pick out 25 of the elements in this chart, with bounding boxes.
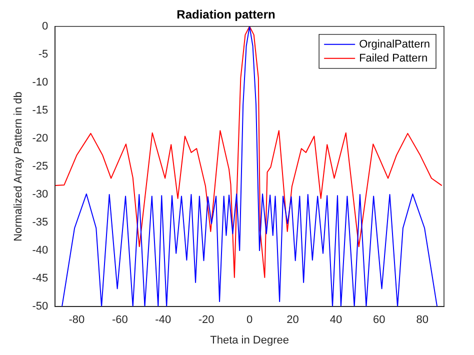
x-tick-label: -60	[112, 314, 128, 326]
x-tick-label: -80	[68, 314, 85, 326]
x-tick-label: 20	[286, 314, 299, 326]
x-tick-label: 0	[246, 314, 253, 326]
y-tick-label: -15	[32, 104, 48, 116]
y-tick-label: -50	[32, 300, 48, 313]
x-axis-title: Theta in Degree	[210, 334, 289, 346]
x-tick-label: 60	[373, 314, 386, 326]
x-tick-label: 40	[330, 314, 342, 326]
y-tick-label: -45	[32, 272, 48, 285]
x-tick-label: -40	[155, 314, 172, 326]
y-tick-label: -20	[32, 132, 48, 145]
y-tick-label: 0	[42, 20, 48, 32]
x-tick-label: -20	[198, 314, 214, 326]
y-tick-label: -25	[32, 160, 48, 173]
legend-label: Failed Pattern	[359, 52, 428, 64]
y-tick-label: -30	[32, 188, 48, 201]
legend-label: OrginalPattern	[359, 38, 430, 50]
y-tick-label: -5	[38, 48, 48, 60]
y-tick-label: -10	[32, 76, 48, 88]
y-tick-label: -40	[32, 244, 48, 257]
y-tick-label: -35	[32, 216, 48, 229]
x-tick-label: 80	[416, 314, 429, 326]
y-axis-title: Normalized Array Pattern in db	[12, 92, 25, 242]
chart-title: Radiation pattern	[176, 8, 276, 22]
